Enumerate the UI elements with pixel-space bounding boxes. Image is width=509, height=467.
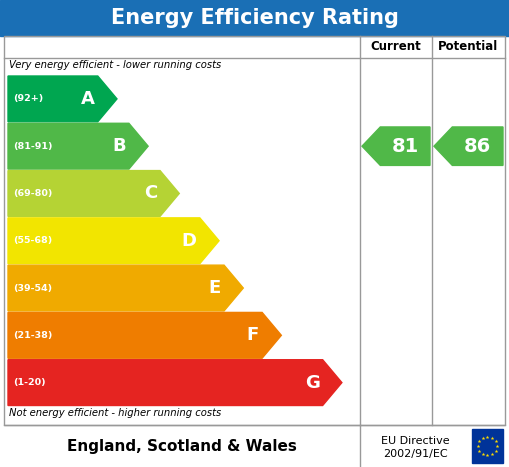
Text: 81: 81: [391, 137, 419, 156]
Polygon shape: [8, 312, 281, 358]
Polygon shape: [8, 170, 179, 216]
Text: 2002/91/EC: 2002/91/EC: [383, 449, 447, 459]
Text: (1-20): (1-20): [13, 378, 46, 387]
Polygon shape: [8, 218, 219, 264]
Polygon shape: [8, 360, 342, 405]
Text: (39-54): (39-54): [13, 283, 52, 292]
Text: Very energy efficient - lower running costs: Very energy efficient - lower running co…: [9, 60, 221, 70]
Text: (92+): (92+): [13, 94, 43, 103]
Text: E: E: [209, 279, 221, 297]
Text: B: B: [112, 137, 126, 155]
Text: Not energy efficient - higher running costs: Not energy efficient - higher running co…: [9, 408, 221, 418]
Bar: [472, 429, 503, 463]
Text: Current: Current: [371, 41, 421, 54]
Text: (69-80): (69-80): [13, 189, 52, 198]
Text: England, Scotland & Wales: England, Scotland & Wales: [67, 439, 297, 453]
Text: Potential: Potential: [438, 41, 499, 54]
Text: (21-38): (21-38): [13, 331, 52, 340]
Text: (55-68): (55-68): [13, 236, 52, 245]
Text: 86: 86: [464, 137, 491, 156]
Polygon shape: [8, 265, 243, 311]
Text: F: F: [247, 326, 259, 344]
Polygon shape: [8, 76, 117, 122]
Text: EU Directive: EU Directive: [381, 436, 449, 446]
Text: A: A: [81, 90, 95, 108]
Bar: [4, 36, 505, 425]
Text: G: G: [305, 374, 320, 392]
Bar: [0, 0, 509, 36]
Text: (81-91): (81-91): [13, 142, 52, 151]
Polygon shape: [8, 123, 148, 169]
Text: D: D: [182, 232, 197, 250]
Text: Energy Efficiency Rating: Energy Efficiency Rating: [110, 8, 399, 28]
Polygon shape: [362, 127, 430, 165]
Polygon shape: [434, 127, 503, 165]
Text: C: C: [144, 184, 157, 203]
